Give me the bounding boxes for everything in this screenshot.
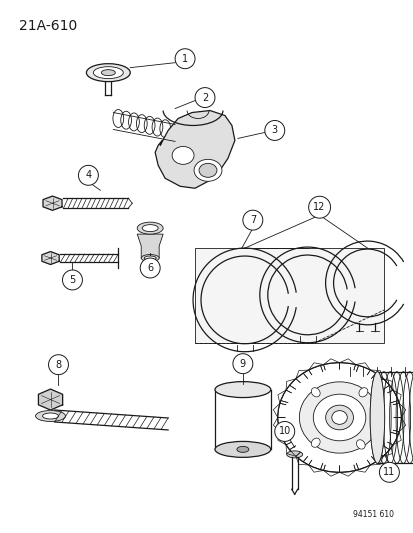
Polygon shape [43,196,62,211]
Circle shape [264,120,284,140]
Ellipse shape [43,413,58,419]
Ellipse shape [194,159,221,181]
Ellipse shape [311,387,319,397]
Ellipse shape [236,447,248,453]
Text: 11: 11 [382,467,394,478]
Circle shape [242,210,262,230]
Ellipse shape [358,387,367,397]
Text: 21A-610: 21A-610 [19,19,77,33]
Ellipse shape [369,372,384,463]
Text: 5: 5 [69,275,76,285]
Circle shape [378,462,399,482]
Circle shape [308,196,330,218]
Ellipse shape [137,222,163,234]
Ellipse shape [277,362,400,472]
Circle shape [233,354,252,374]
Ellipse shape [214,441,270,457]
Ellipse shape [86,63,130,82]
Circle shape [78,165,98,185]
Ellipse shape [299,382,379,453]
Text: 10: 10 [278,426,290,437]
Bar [195,248,384,343]
Ellipse shape [93,67,123,79]
Ellipse shape [172,147,194,164]
Ellipse shape [325,405,353,430]
Text: 8: 8 [55,360,62,370]
Circle shape [274,422,294,441]
Circle shape [195,87,214,108]
Polygon shape [155,110,234,188]
Circle shape [48,354,68,375]
Ellipse shape [101,70,115,76]
Circle shape [140,258,160,278]
Text: 4: 4 [85,171,91,180]
Ellipse shape [36,410,65,422]
Ellipse shape [199,163,216,177]
Text: 9: 9 [239,359,245,369]
Text: 3: 3 [271,125,277,135]
Ellipse shape [356,440,364,449]
Ellipse shape [142,224,158,232]
Ellipse shape [311,438,319,447]
Circle shape [62,270,82,290]
Text: 7: 7 [249,215,255,225]
Ellipse shape [331,410,347,424]
Ellipse shape [313,394,365,441]
Polygon shape [137,234,163,258]
Circle shape [175,49,195,69]
Text: 1: 1 [182,54,188,64]
Ellipse shape [286,451,302,458]
Ellipse shape [144,256,156,260]
Text: 2: 2 [202,93,208,102]
Ellipse shape [214,382,270,398]
Polygon shape [38,389,62,410]
Polygon shape [42,252,59,264]
Text: 94151 610: 94151 610 [353,510,394,519]
Text: 6: 6 [147,263,153,273]
Ellipse shape [141,255,159,262]
Text: 12: 12 [313,202,325,212]
